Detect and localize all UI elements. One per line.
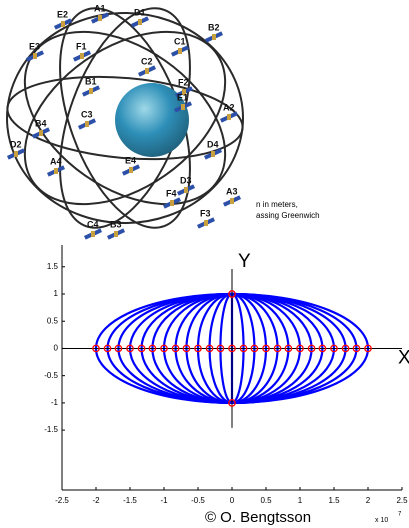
x-axis-label: X: [398, 347, 409, 368]
figure: E2 A1 D1 B2 C1 E3 F1 C2 B1 F2 E1 A2 C3 B4 D4 D2 A4 E4 D3F4…: [0, 0, 409, 528]
satellite-body: [54, 168, 58, 174]
satellite-label: C2: [141, 56, 153, 66]
x-tick-label: 0.5: [260, 496, 272, 505]
page: {"illustration": { "satellites": ["E2","…: [0, 0, 409, 528]
satellite-body: [178, 48, 182, 54]
satellite-body: [89, 88, 93, 94]
satellite-label: D4: [207, 139, 219, 149]
satellite-label: F1: [76, 41, 87, 51]
satellite-label: A1: [94, 3, 106, 13]
y-tick-label: 0: [54, 344, 59, 353]
y-tick-label: 0.5: [47, 316, 59, 325]
satellite-body: [14, 151, 18, 157]
satellite-body: [170, 200, 174, 206]
x-tick-label: 0: [230, 496, 235, 505]
satellite-label: C1: [174, 36, 186, 46]
y-tick-label: -1: [51, 398, 59, 407]
satellite-label: A3: [226, 186, 238, 196]
satellite-body: [138, 19, 142, 25]
satellite-label: F3: [200, 208, 211, 218]
y-tick-label: 1: [54, 289, 59, 298]
satellite-body: [184, 187, 188, 193]
x-tick-label: 2: [366, 496, 371, 505]
satellite-body: [145, 68, 149, 74]
chart: -2.5 -2 -1.5 -1 -0.5 0 0.5 1 1.5 2 2.5 -1.5 -1 -0.5 0 0…: [44, 245, 409, 526]
x-tick-label: -0.5: [191, 496, 205, 505]
satellite-label: E4: [125, 155, 136, 165]
satellite-label: D2: [10, 139, 22, 149]
satellite-label: B1: [85, 76, 97, 86]
satellite-body: [85, 121, 89, 127]
satellite-body: [61, 21, 65, 27]
y-tick-label: -1.5: [44, 425, 58, 434]
satellite-label: C4: [87, 219, 99, 229]
satellite-label: A2: [223, 102, 235, 112]
x-tick-label: -1: [160, 496, 168, 505]
x-tick-label: 1: [298, 496, 303, 505]
credit: © O. Bengtsson: [205, 509, 311, 526]
satellite-body: [114, 231, 118, 237]
satellite-label: B2: [208, 22, 220, 32]
satellite-body: [91, 231, 95, 237]
satellite-label: E3: [29, 41, 40, 51]
satellite-label: F4: [166, 188, 177, 198]
x-tick-label: -2: [92, 496, 100, 505]
satellite-body: [129, 167, 133, 173]
satellite-body: [227, 114, 231, 120]
satellite-body: [80, 53, 84, 59]
satellite-body: [98, 15, 102, 21]
y-tick-label: -0.5: [44, 371, 58, 380]
y-axis-label: Y: [238, 251, 251, 272]
satellite-label: D1: [134, 7, 146, 17]
satellite-label: B3: [110, 219, 122, 229]
satellite-body: [33, 53, 37, 59]
satellite-body: [212, 34, 216, 40]
satellite-label: C3: [81, 109, 93, 119]
satellite-label: A4: [50, 156, 62, 166]
x-tick-label: 2.5: [396, 496, 408, 505]
caption-line: assing Greenwich: [256, 211, 320, 220]
x-tick-label: -1.5: [123, 496, 137, 505]
satellite-label: E2: [57, 9, 68, 19]
x-exponent: 7: [398, 512, 402, 518]
satellite-body: [39, 130, 43, 136]
satellite-body: [204, 220, 208, 226]
satellite-label: D3: [180, 175, 192, 185]
caption-line: n in meters,: [256, 200, 298, 209]
x-multiplier: x 10: [375, 517, 388, 524]
satellite-label: F2: [178, 77, 189, 87]
satellite-label: B4: [35, 118, 47, 128]
satellite-body: [211, 151, 215, 157]
satellite-label: E1: [177, 92, 188, 102]
satellite-body: [181, 104, 185, 110]
x-tick-label: 1.5: [328, 496, 340, 505]
x-tick-label: -2.5: [55, 496, 69, 505]
y-tick-label: 1.5: [47, 262, 59, 271]
satellite-body: [230, 198, 234, 204]
